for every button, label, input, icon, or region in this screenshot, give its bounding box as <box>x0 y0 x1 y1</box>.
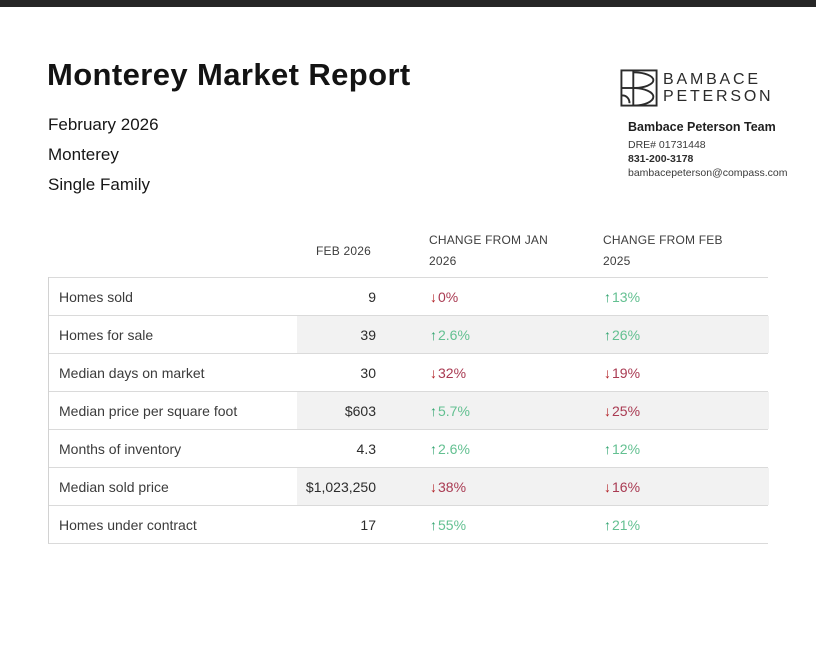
table-row: Median sold price $1,023,250 ↓38% ↓16% <box>49 467 769 505</box>
trend-arrow-icon: ↑ <box>604 288 611 305</box>
trend-arrow-icon: ↓ <box>604 402 611 419</box>
change-from-prev-year: ↓16% <box>601 468 769 505</box>
change-percent: 55% <box>438 516 467 533</box>
metric-label: Median sold price <box>59 478 169 495</box>
table-row: Median days on market 30 ↓32% ↓19% <box>49 353 768 391</box>
trend-arrow-icon: ↑ <box>604 516 611 533</box>
change-from-prev-month: ↑2.6% <box>384 430 601 467</box>
metric-label: Median price per square foot <box>59 402 238 419</box>
report-period: February 2026 <box>48 115 159 134</box>
metric-value: 39 <box>297 316 384 353</box>
trend-arrow-icon: ↓ <box>604 364 611 381</box>
report-property-type: Single Family <box>48 175 151 194</box>
change-from-prev-year: ↑12% <box>601 430 769 467</box>
brand-wordmark-line1: BAMBACE <box>663 70 761 88</box>
window-top-edge <box>0 0 816 7</box>
brand-logo: BAMBACE PETERSON <box>620 69 786 107</box>
change-from-prev-year: ↑26% <box>601 316 769 353</box>
market-stats-table: FEB 2026 CHANGE FROM JAN 2026 CHANGE FRO… <box>48 225 769 544</box>
brand-wordmark: BAMBACE PETERSON <box>663 71 773 106</box>
table-row: Homes for sale 39 ↑2.6% ↑26% <box>49 315 769 353</box>
phone-number: 831-200-3178 <box>628 153 694 165</box>
trend-arrow-icon: ↓ <box>430 364 437 381</box>
change-from-prev-month: ↑5.7% <box>384 392 601 429</box>
trend-arrow-icon: ↓ <box>430 478 437 495</box>
header-current-month: FEB 2026 <box>316 243 371 258</box>
report-subtitles: February 2026 Monterey Single Family <box>48 110 159 200</box>
change-from-prev-month: ↓32% <box>384 354 601 391</box>
change-percent: 19% <box>612 364 641 381</box>
metric-value: 4.3 <box>356 440 376 457</box>
change-from-prev-year: ↑21% <box>601 506 769 543</box>
trend-arrow-icon: ↑ <box>604 440 611 457</box>
table-header-row: FEB 2026 CHANGE FROM JAN 2026 CHANGE FRO… <box>48 225 768 277</box>
trend-arrow-icon: ↑ <box>604 326 611 343</box>
change-percent: 2.6% <box>438 326 470 343</box>
metric-label: Homes under contract <box>59 516 197 533</box>
change-percent: 13% <box>612 288 641 305</box>
change-from-prev-year: ↓19% <box>601 354 769 391</box>
table-row: Homes under contract 17 ↑55% ↑21% <box>49 505 768 543</box>
change-from-prev-month: ↑55% <box>384 506 601 543</box>
dre-number: DRE# 01731448 <box>628 139 706 151</box>
change-percent: 21% <box>612 516 641 533</box>
metric-value: 30 <box>360 364 376 381</box>
change-from-prev-month: ↓0% <box>384 278 601 315</box>
metric-label: Median days on market <box>59 364 205 381</box>
change-from-prev-month: ↓38% <box>384 468 601 505</box>
brand-block: BAMBACE PETERSON <box>620 69 786 107</box>
table-row: Median price per square foot $603 ↑5.7% … <box>49 391 769 429</box>
change-percent: 38% <box>438 478 467 495</box>
change-percent: 26% <box>612 326 641 343</box>
metric-label: Months of inventory <box>59 440 182 457</box>
change-percent: 0% <box>438 288 459 305</box>
trend-arrow-icon: ↓ <box>604 478 611 495</box>
table-body: Homes sold 9 ↓0% ↑13% Homes for sale 39 … <box>48 277 769 544</box>
brand-wordmark-line2: PETERSON <box>663 88 774 105</box>
metric-label: Homes for sale <box>59 326 154 343</box>
trend-arrow-icon: ↑ <box>430 516 437 533</box>
trend-arrow-icon: ↑ <box>430 402 437 419</box>
metric-value: 17 <box>360 516 376 533</box>
change-percent: 25% <box>612 402 641 419</box>
change-from-prev-year: ↓25% <box>601 392 769 429</box>
change-percent: 16% <box>612 478 641 495</box>
bambace-peterson-monogram-icon <box>620 69 658 107</box>
contact-block: Bambace Peterson Team DRE# 01731448 831-… <box>628 120 798 180</box>
header-metric <box>48 225 296 277</box>
change-percent: 12% <box>612 440 641 457</box>
change-percent: 2.6% <box>438 440 470 457</box>
header-change-from-prev-year: CHANGE FROM FEB 2025 <box>603 233 723 268</box>
trend-arrow-icon: ↑ <box>430 326 437 343</box>
table-row: Homes sold 9 ↓0% ↑13% <box>49 277 768 315</box>
metric-value: $603 <box>297 392 384 429</box>
team-name: Bambace Peterson Team <box>628 120 776 134</box>
metric-value: $1,023,250 <box>297 468 384 505</box>
change-from-prev-year: ↑13% <box>601 278 769 315</box>
metric-value: 9 <box>368 288 376 305</box>
change-from-prev-month: ↑2.6% <box>384 316 601 353</box>
table-row: Months of inventory 4.3 ↑2.6% ↑12% <box>49 429 768 467</box>
header-change-from-prev-month: CHANGE FROM JAN 2026 <box>429 233 549 268</box>
metric-label: Homes sold <box>59 288 133 305</box>
page-title: Monterey Market Report <box>47 57 411 92</box>
report-area: Monterey <box>48 145 119 164</box>
trend-arrow-icon: ↓ <box>430 288 437 305</box>
email-address: bambacepeterson@compass.com <box>628 167 788 179</box>
change-percent: 32% <box>438 364 467 381</box>
trend-arrow-icon: ↑ <box>430 440 437 457</box>
change-percent: 5.7% <box>438 402 470 419</box>
